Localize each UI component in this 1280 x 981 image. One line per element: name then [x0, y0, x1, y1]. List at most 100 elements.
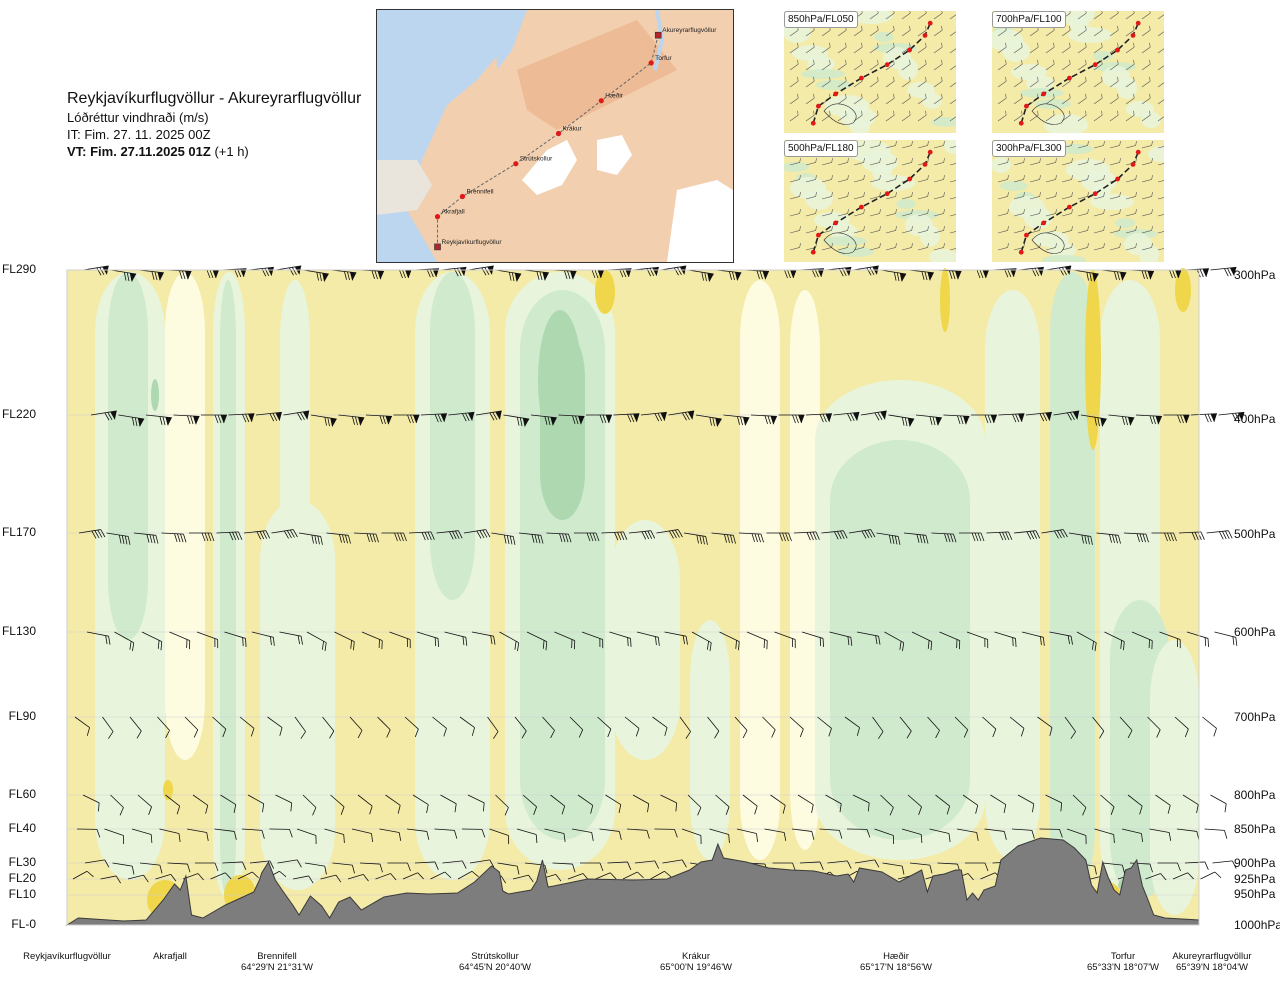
- wind-barb: [112, 862, 135, 875]
- wind-barb: [310, 414, 337, 427]
- map-waypoint-marker: [598, 98, 604, 104]
- wind-barb: [201, 414, 227, 424]
- wind-barb: [634, 860, 660, 869]
- location-label: Krákur 65°00'N 19°46'W: [626, 951, 766, 973]
- wind-barb: [829, 631, 853, 646]
- panel-wind-barb: [933, 42, 943, 54]
- panel-wind-barb: [837, 208, 849, 217]
- panel-wind-barb: [837, 191, 849, 200]
- panel-wind-barb: [1077, 42, 1087, 54]
- wind-barb: [471, 631, 496, 645]
- chart-title: Reykjavíkurflugvöllur - Akureyrarflugvöl…: [67, 90, 362, 107]
- panel-wind-barb: [997, 191, 1009, 200]
- panel-wind-barb: [1061, 93, 1071, 105]
- panel-wind-barb: [1157, 162, 1164, 166]
- panel-wind-barb: [949, 145, 956, 149]
- wind-barb: [597, 716, 612, 738]
- panel-500: 500hPa/FL180: [784, 140, 956, 262]
- panel-route-point: [1130, 33, 1136, 38]
- wind-barb: [332, 862, 355, 874]
- panel-wind-barb: [1141, 76, 1151, 88]
- wind-barb: [251, 631, 275, 646]
- panel-wind-barb: [837, 59, 847, 71]
- panel-wind-barb: [1125, 208, 1137, 217]
- wind-barb: [880, 269, 907, 282]
- panel-route-point: [816, 103, 821, 109]
- wind-barb: [102, 716, 114, 739]
- panel-wind-barb: [997, 76, 1007, 88]
- wind-barb: [825, 794, 842, 813]
- wind-barb: [402, 872, 424, 880]
- panel-wind-barb: [949, 162, 956, 166]
- panel-wind-barb: [1157, 230, 1164, 234]
- panel-wind-barb: [1141, 11, 1151, 20]
- panel-contour: [1042, 255, 1086, 262]
- wind-barb: [707, 716, 720, 739]
- panel-wind-barb: [933, 225, 945, 234]
- panel-wind-barb: [1061, 174, 1073, 183]
- wind-barb: [595, 872, 617, 880]
- wind-barb: [935, 269, 962, 280]
- panel-wind-barb: [1045, 191, 1057, 200]
- wind-barb: [715, 794, 730, 815]
- panel-wind-barb: [949, 47, 956, 54]
- wind-barb: [157, 716, 170, 739]
- vertical-velocity-bands: [95, 272, 1199, 915]
- panel-wind-barb: [1045, 225, 1057, 234]
- wind-barb: [723, 414, 750, 426]
- wind-barb: [518, 532, 544, 544]
- wind-barb: [654, 828, 678, 838]
- location-coord: 64°29'N 21°31'W: [241, 962, 313, 973]
- pressure-level-label: 925hPa: [1234, 872, 1276, 886]
- panel-wind-barb: [805, 191, 817, 200]
- parameter-label: Lóðréttur vindhraði (m/s): [67, 110, 209, 125]
- map-point-label: Strútskollur: [520, 156, 553, 163]
- panel-700: 700hPa/FL100: [992, 11, 1164, 133]
- panel-route-point: [1018, 249, 1024, 255]
- field-spot: [538, 310, 582, 450]
- wind-barb: [1013, 530, 1041, 540]
- map-waypoint-marker: [459, 193, 466, 200]
- panel-wind-barb: [1061, 42, 1071, 54]
- panel-route-point: [833, 91, 838, 97]
- panel-wind-barb: [789, 110, 799, 122]
- panel-wind-barb: [1141, 59, 1151, 71]
- panel-route-point: [1092, 62, 1098, 68]
- wind-barb: [334, 631, 355, 651]
- panel-wind-barb: [1061, 157, 1073, 166]
- panel-wind-barb: [901, 191, 913, 200]
- wind-barb: [302, 794, 317, 816]
- panel-wind-barb: [789, 42, 799, 54]
- map-waypoint-marker: [513, 161, 519, 167]
- panel-wind-barb: [1013, 42, 1023, 54]
- panel-wind-barb: [869, 174, 881, 183]
- field-spot: [1175, 268, 1191, 312]
- wind-barb: [141, 631, 163, 651]
- wind-barb: [770, 794, 786, 814]
- panel-wind-barb: [869, 140, 881, 149]
- wind-barb: [487, 716, 499, 739]
- wind-barb: [1102, 862, 1125, 874]
- panel-wind-barb: [1125, 76, 1135, 88]
- location-coord: 64°45'N 20°40'W: [459, 962, 531, 973]
- panel-wind-barb: [1125, 242, 1137, 251]
- panel-wind-barb: [997, 242, 1009, 251]
- panel-wind-barb: [917, 140, 929, 149]
- wind-barb: [237, 871, 259, 880]
- wind-barb: [1155, 794, 1171, 814]
- panel-wind-barb: [1013, 157, 1025, 166]
- panel-wind-barb: [869, 208, 881, 217]
- wind-barb: [210, 872, 232, 880]
- pressure-level-label: 800hPa: [1234, 788, 1276, 802]
- panel-wind-barb: [901, 59, 911, 71]
- panel-wind-barb: [997, 93, 1007, 105]
- wind-barb: [982, 716, 997, 738]
- wind-barb: [962, 794, 979, 814]
- wind-barb: [503, 414, 530, 427]
- panel-wind-barb: [949, 179, 956, 183]
- panel-wind-barb: [869, 76, 879, 88]
- wind-barb: [965, 862, 989, 872]
- panel-wind-barb: [949, 213, 956, 217]
- panel-wind-barb: [1077, 110, 1087, 122]
- panel-wind-barb: [1061, 225, 1073, 234]
